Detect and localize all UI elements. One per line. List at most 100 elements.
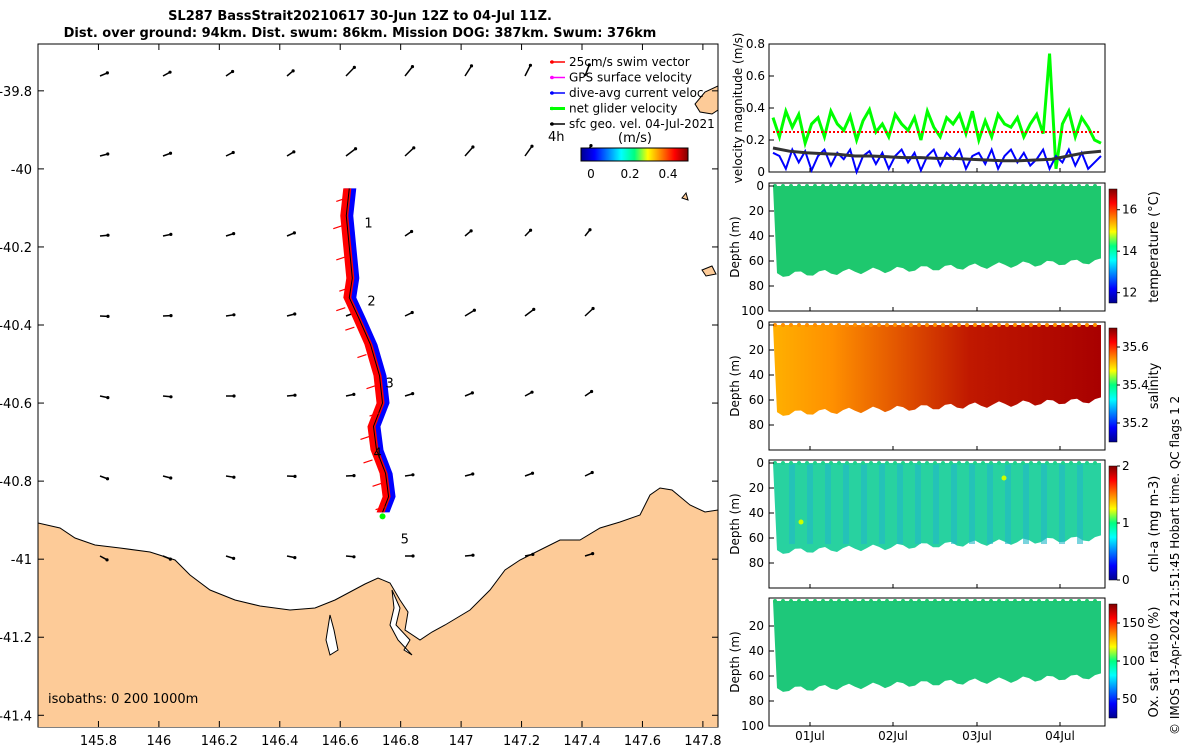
profile-surface-dot bbox=[1093, 184, 1097, 188]
profile-surface-dot bbox=[981, 461, 985, 465]
profile-surface-dot bbox=[1037, 599, 1041, 603]
profile-surface-dot bbox=[1021, 323, 1025, 327]
arrow-head bbox=[528, 228, 533, 232]
velocity-ytick-label: 0 bbox=[757, 165, 765, 179]
profile-surface-dot bbox=[829, 461, 833, 465]
colorbar-tick-label: 50 bbox=[1122, 692, 1137, 706]
profile-surface-dot bbox=[853, 599, 857, 603]
profile-surface-dot bbox=[973, 461, 977, 465]
profile-surface-dot bbox=[1029, 323, 1033, 327]
profile-surface-dot bbox=[893, 323, 897, 327]
colorbar-tick-label: 0 bbox=[1122, 573, 1130, 587]
profile-surface-dot bbox=[1045, 323, 1049, 327]
profile-surface-dot bbox=[821, 461, 825, 465]
lat-tick-label: -41.2 bbox=[0, 631, 32, 646]
profile-surface-dot bbox=[805, 461, 809, 465]
lat-tick-label: -40.8 bbox=[0, 475, 32, 490]
profile-surface-dot bbox=[869, 461, 873, 465]
isobaths-label: isobaths: 0 200 1000m bbox=[48, 692, 198, 707]
surface-velocity-arrows bbox=[99, 63, 595, 562]
small-island bbox=[681, 191, 689, 201]
swim-vector-band bbox=[340, 188, 391, 513]
arrow-head bbox=[106, 314, 110, 318]
day-marker: 2 bbox=[367, 294, 375, 309]
profile-surface-dot bbox=[989, 184, 993, 188]
profile-surface-dot bbox=[933, 184, 937, 188]
profile-surface-dot bbox=[797, 599, 801, 603]
arrow-head bbox=[591, 552, 595, 556]
lon-tick-label: 145.8 bbox=[80, 734, 117, 749]
arrow-head bbox=[531, 552, 535, 557]
profile-surface-dot bbox=[1013, 184, 1017, 188]
profile-surface-dot bbox=[829, 323, 833, 327]
profile-surface-dot bbox=[861, 184, 865, 188]
colorbar-tick-label: 150 bbox=[1122, 616, 1145, 630]
depth-tick-label: 80 bbox=[749, 279, 764, 293]
profile-surface-dot bbox=[837, 461, 841, 465]
profile-surface-dot bbox=[813, 323, 817, 327]
swim-vector bbox=[372, 482, 382, 487]
profile-surface-dot bbox=[965, 184, 969, 188]
arrow-head bbox=[591, 306, 595, 311]
time-tick-label: 03Jul bbox=[962, 729, 992, 743]
profile-surface-dot bbox=[933, 461, 937, 465]
chl-streak bbox=[879, 464, 885, 544]
profile-surface-dot bbox=[821, 184, 825, 188]
time-axis: 01Jul 02Jul 03Jul 04Jul bbox=[795, 168, 1075, 743]
arrow-head bbox=[532, 307, 536, 311]
profile-surface-dot bbox=[781, 184, 785, 188]
flinders-island bbox=[694, 85, 718, 115]
surface-velocity-arrow bbox=[404, 147, 415, 157]
profile-surface-dot bbox=[973, 323, 977, 327]
surface-velocity-arrow bbox=[584, 64, 591, 77]
profile-surface-dot bbox=[1053, 184, 1057, 188]
profile-surface-dot bbox=[869, 184, 873, 188]
swim-vector bbox=[339, 287, 349, 292]
profile-surface-dot bbox=[925, 323, 929, 327]
depth-tick-label: 60 bbox=[749, 669, 764, 683]
profile-surface-dot bbox=[901, 323, 905, 327]
profile-surface-dot bbox=[805, 599, 809, 603]
profile-surface-dot bbox=[877, 184, 881, 188]
colorbar-tick-label: 35.4 bbox=[1122, 378, 1149, 392]
arrow-head bbox=[168, 70, 172, 74]
swim-vector bbox=[369, 412, 379, 417]
profile-surface-dot bbox=[781, 599, 785, 603]
chl-streak bbox=[789, 464, 795, 544]
arrow-head bbox=[471, 472, 475, 476]
colorbar-label: chl-a (mg m-3) bbox=[1147, 476, 1162, 573]
depth-tick-label: 0 bbox=[756, 456, 764, 470]
depth-tick-label: 40 bbox=[749, 506, 764, 520]
profile-surface-dot bbox=[1085, 599, 1089, 603]
surface-velocity-arrow bbox=[404, 66, 414, 77]
profile-surface-dot bbox=[1021, 184, 1025, 188]
profile-surface-dot bbox=[909, 184, 913, 188]
legend-label: sfc geo. vel. 04-Jul-2021 bbox=[569, 117, 715, 131]
chl-streak bbox=[1059, 464, 1065, 544]
profile-surface-dot bbox=[949, 599, 953, 603]
map-legend: 25cm/s swim vector GPS surface velocitydi… bbox=[550, 55, 715, 131]
colorbar-tick-label: 2 bbox=[1122, 459, 1130, 473]
velocity-ytick-label: 0.4 bbox=[746, 101, 765, 115]
small-island bbox=[701, 265, 717, 277]
profile-surface-dot bbox=[893, 461, 897, 465]
profile-surface-dot bbox=[901, 184, 905, 188]
glider-track bbox=[333, 188, 396, 520]
legend-swatch-head bbox=[550, 75, 554, 80]
profile-surface-dot bbox=[1069, 323, 1073, 327]
surface-velocity-arrow bbox=[345, 148, 357, 157]
tasmania-coast bbox=[38, 487, 718, 727]
profile-surface-dot bbox=[877, 599, 881, 603]
surface-velocity-arrow bbox=[345, 66, 355, 77]
profile-surface-dot bbox=[973, 599, 977, 603]
depth-tick-label: 0 bbox=[756, 179, 764, 193]
profile-surface-dot bbox=[997, 184, 1001, 188]
profile-surface-dot bbox=[1005, 461, 1009, 465]
profile-surface-dot bbox=[1061, 184, 1065, 188]
depth-tick-label: 20 bbox=[749, 204, 764, 218]
colorbar-tick: 0.2 bbox=[620, 167, 639, 181]
arrow-head bbox=[169, 232, 173, 237]
profile-surface-dot bbox=[941, 599, 945, 603]
colorbar-label: Ox. sat. ratio (%) bbox=[1147, 607, 1162, 718]
arrow-head bbox=[587, 63, 591, 67]
